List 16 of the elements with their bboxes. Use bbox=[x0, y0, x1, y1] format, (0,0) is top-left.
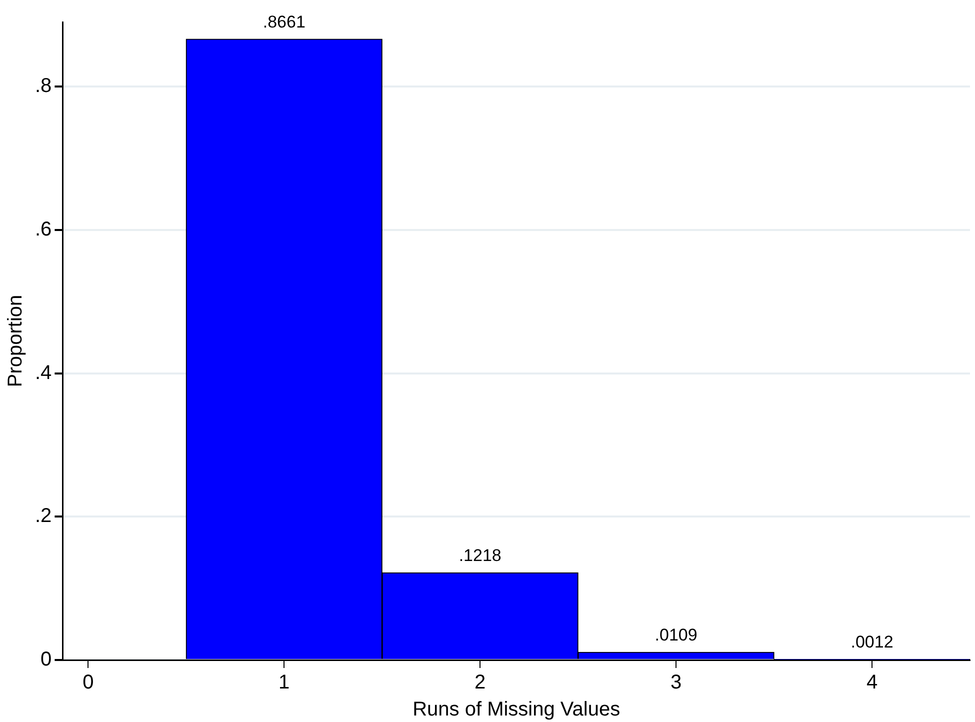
x-tick-label: 4 bbox=[866, 672, 878, 694]
data-label: .8661 bbox=[262, 12, 306, 32]
y-tick-label: .8 bbox=[34, 75, 52, 98]
y-tick-label: .2 bbox=[34, 505, 52, 528]
x-tick-label: 1 bbox=[278, 672, 290, 694]
x-tick-label: 3 bbox=[670, 672, 682, 694]
data-label: .0109 bbox=[654, 625, 698, 644]
x-axis-title: Runs of Missing Values bbox=[412, 698, 620, 721]
y-tick-label: .6 bbox=[34, 218, 52, 240]
y-tick-label: 0 bbox=[40, 648, 52, 671]
x-tick-label: 0 bbox=[82, 672, 94, 694]
y-tick-label: .4 bbox=[34, 362, 52, 384]
x-tick-label: 2 bbox=[474, 672, 486, 694]
y-axis-title: Proportion bbox=[4, 294, 27, 388]
data-label: .0012 bbox=[850, 632, 894, 652]
data-label: .1218 bbox=[458, 546, 502, 565]
